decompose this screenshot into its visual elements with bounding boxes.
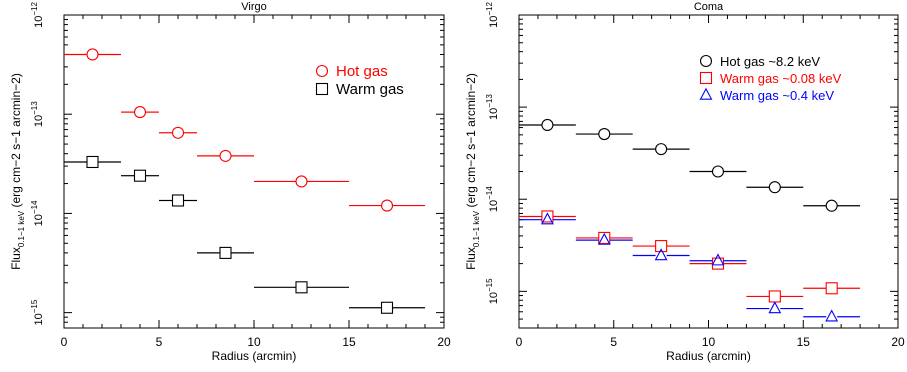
coma-y-tick-label: 10−15 — [485, 278, 500, 304]
virgo-data-point — [219, 246, 232, 259]
virgo-x-tick-label: 20 — [437, 335, 451, 349]
virgo-data-point — [171, 194, 185, 207]
virgo-x-tick-label: 5 — [156, 335, 163, 349]
virgo-legend-marker — [315, 64, 329, 78]
coma-data-point — [768, 181, 781, 194]
coma-data-point — [825, 282, 838, 295]
virgo-x-axis-label: Radius (arcmin) — [212, 349, 297, 363]
virgo-series-1 — [64, 155, 425, 314]
virgo-x-tick-label: 10 — [247, 335, 261, 349]
coma-x-tick-label: 0 — [516, 335, 523, 349]
virgo-data-point — [295, 175, 308, 188]
coma-data-point — [655, 240, 668, 253]
virgo-y-axis-label: Flux0.1−1 keV (erg cm−2 s−1 arcmin−2) — [9, 73, 26, 270]
virgo-panel: Virgo 0 5 10 15 20 10−15 10−14 10−13 10−12 Radius … — [9, 1, 451, 363]
coma-y-axis-label: Flux0.1−1 keV (erg cm−2 s−1 arcmin−2) — [464, 73, 481, 270]
coma-series-0 — [519, 118, 861, 212]
coma-legend-marker — [699, 87, 713, 100]
coma-legend-label: Hot gas ~8.2 keV — [720, 54, 820, 69]
virgo-data-point — [380, 199, 394, 212]
coma-title: Coma — [694, 1, 724, 13]
coma-legend-label: Warm gas ~0.08 keV — [720, 71, 842, 86]
coma-y-tick-label: 10−12 — [485, 2, 500, 28]
virgo-x-tick-label: 0 — [61, 335, 68, 349]
virgo-series-0 — [64, 48, 425, 212]
virgo-data-point — [219, 149, 232, 162]
virgo-legend-marker — [315, 82, 329, 96]
coma-data-point — [654, 248, 668, 261]
coma-series-1 — [519, 210, 861, 303]
coma-legend-marker — [699, 54, 713, 68]
coma-data-point — [711, 253, 725, 266]
coma-data-point — [541, 212, 554, 225]
virgo-data-point — [380, 301, 394, 314]
virgo-legend-label: Hot gas — [336, 63, 388, 80]
coma-x-tick-label: 5 — [610, 335, 617, 349]
virgo-data-point — [295, 281, 308, 294]
virgo-y-tick-label: 10−15 — [30, 299, 45, 325]
coma-y-tick-label: 10−13 — [485, 94, 500, 120]
coma-series-2 — [519, 212, 861, 322]
virgo-legend-label: Warm gas — [336, 81, 404, 98]
coma-data-point — [711, 257, 725, 270]
coma-y-tick-label: 10−14 — [485, 186, 500, 212]
coma-legend: Hot gas ~8.2 keV Warm gas ~0.08 keV Warm g… — [699, 54, 842, 103]
coma-data-point — [598, 231, 611, 244]
coma-data-point — [768, 301, 782, 314]
coma-data-point — [825, 309, 839, 322]
virgo-y-tick-label: 10−12 — [30, 2, 45, 28]
virgo-data-point — [133, 106, 147, 119]
coma-x-axis-label: Radius (arcmin) — [666, 349, 751, 363]
virgo-data-point — [133, 169, 147, 182]
virgo-data-point — [86, 48, 99, 61]
coma-x-tick-label: 10 — [702, 335, 716, 349]
coma-legend-label: Warm gas ~0.4 keV — [720, 88, 834, 103]
coma-x-tick-label: 15 — [797, 335, 811, 349]
virgo-y-tick-label: 10−14 — [30, 200, 45, 226]
virgo-title: Virgo — [241, 1, 266, 13]
virgo-y-tick-label: 10−13 — [30, 101, 45, 127]
coma-data-point — [768, 290, 781, 303]
coma-data-point — [541, 118, 554, 132]
virgo-plot-frame — [63, 14, 445, 329]
coma-data-point — [655, 143, 668, 156]
coma-data-point — [711, 165, 725, 178]
virgo-data-point — [86, 155, 99, 169]
coma-x-tick-label: 20 — [891, 335, 905, 349]
virgo-data-point — [171, 126, 185, 139]
coma-data-point — [598, 128, 611, 141]
coma-data-point — [825, 199, 838, 212]
coma-data-point — [597, 232, 611, 245]
coma-legend-marker — [699, 71, 713, 85]
coma-panel: Coma 0 5 10 15 20 10−15 10−14 10−13 10−12 Radius (… — [464, 1, 905, 363]
virgo-x-tick-label: 15 — [342, 335, 356, 349]
coma-data-point — [541, 210, 554, 223]
